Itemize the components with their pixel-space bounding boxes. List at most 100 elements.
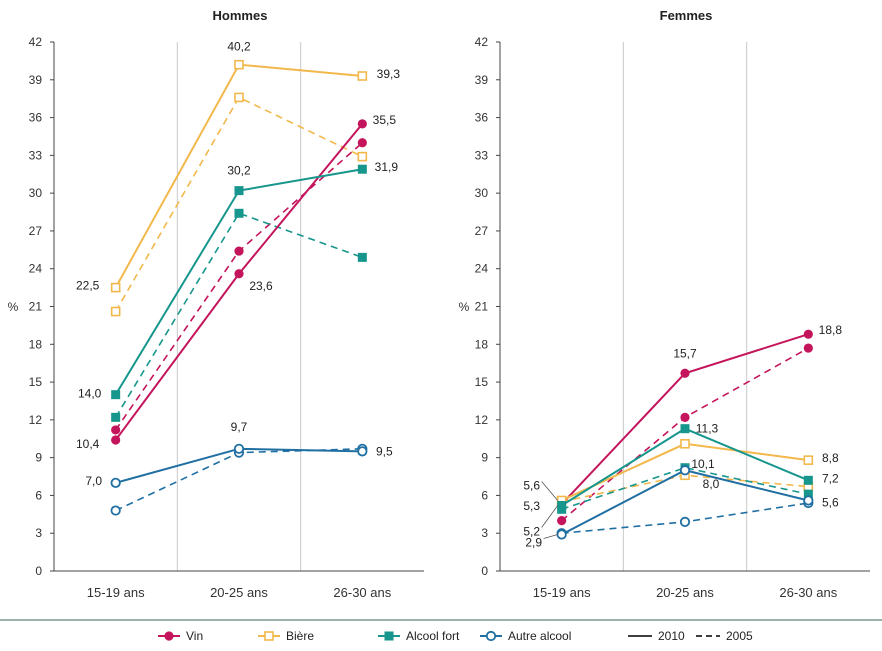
panel-title: Femmes [660,8,713,23]
data-point [357,119,367,129]
legend-year-2010: 2010 [628,629,685,643]
y-tick-label: 39 [29,73,43,87]
y-tick-label: 30 [29,186,43,200]
data-point [357,138,367,148]
series-vin-2010: 5,3 15,7 18,8 [523,323,842,513]
series-line [115,448,363,512]
y-tick-label: 12 [29,413,43,427]
data-label: 30,2 [227,164,251,178]
y-tick-label: 9 [481,451,488,465]
data-point [557,516,567,526]
data-point [110,306,121,317]
data-point [357,151,368,162]
legend-year-label: 2010 [658,629,685,643]
y-tick-label: 6 [481,488,488,502]
data-label: 14,0 [78,387,102,401]
series-autre-2010: 2,9 8,0 5,6 [525,465,839,549]
data-label: 15,7 [673,346,697,360]
y-tick-label: 21 [29,300,43,314]
panel-title: Hommes [213,8,268,23]
y-tick-label: 15 [475,375,489,389]
legend-marker [264,631,274,641]
data-point [234,59,244,70]
series-line [115,142,363,431]
data-point [680,412,690,422]
legend-year-label: 2005 [726,629,753,643]
x-tick-label: 20-25 ans [656,585,714,600]
data-label: 39,3 [377,67,401,81]
series-vin-2005 [557,343,813,526]
data-point [111,390,121,400]
legend-item-autre: Autre alcool [480,629,571,643]
data-point [234,92,244,103]
series-biere-2005 [110,92,368,317]
series-fort-2010: 5,2 11,3 7,2 [523,422,839,539]
data-label: 8,0 [703,477,720,491]
data-label: 8,8 [822,451,839,465]
data-point [234,186,244,196]
x-tick-label: 15-19 ans [87,585,145,600]
y-tick-label: 27 [29,224,43,238]
data-point [357,71,368,81]
series-biere-2005 [556,470,814,507]
data-point [357,252,367,262]
legend-marker [164,631,174,641]
x-tick-label: 26-30 ans [779,585,837,600]
y-tick-label: 9 [35,451,42,465]
data-label: 5,6 [523,478,540,492]
x-tick-label: 20-25 ans [210,585,268,600]
data-point [803,475,813,485]
data-point [111,435,121,445]
legend-label: Vin [186,629,203,643]
y-tick-label: 0 [35,564,42,578]
data-point [111,412,121,422]
data-point [557,501,567,511]
data-label: 7,2 [822,471,839,485]
data-label: 35,5 [373,113,397,127]
y-axis-label: % [8,300,19,314]
data-label: 22,5 [76,279,100,293]
legend-label: Bière [286,629,314,643]
data-point [234,246,244,256]
legend-label: Autre alcool [508,629,571,643]
y-tick-label: 27 [475,224,489,238]
data-point [680,438,690,449]
series-biere-2010: 22,5 40,2 39,3 [76,40,400,293]
series-line [114,96,363,312]
data-point [803,329,813,339]
y-tick-label: 0 [481,564,488,578]
series-line [114,212,363,418]
y-tick-label: 33 [475,148,489,162]
data-label: 5,3 [523,499,540,513]
y-tick-label: 21 [475,300,489,314]
series-vin-2005 [111,138,367,435]
data-point [233,443,245,454]
data-point [803,455,814,465]
y-tick-label: 3 [481,526,488,540]
data-label: 11,3 [696,422,719,436]
legend-marker [485,630,497,642]
series-biere-2010: 5,6 10,1 8,8 [523,438,839,506]
y-tick-label: 15 [29,375,43,389]
series-line [114,168,363,396]
data-point [357,446,368,457]
data-point [110,282,121,293]
y-tick-label: 42 [29,35,43,49]
y-tick-label: 33 [29,148,43,162]
data-label: 9,7 [231,420,248,434]
data-point [679,465,691,476]
legend: Vin Bière Alcool fort Autre alcool 2010 2005 [158,629,753,643]
data-label: 10,1 [691,457,715,471]
data-label: 40,2 [227,40,251,54]
series-fort-2005 [111,208,367,422]
data-point [680,368,690,378]
data-point [110,505,121,516]
x-tick-label: 26-30 ans [333,585,391,600]
legend-year-2005: 2005 [696,629,753,643]
legend-marker [384,631,394,641]
y-tick-label: 3 [35,526,42,540]
